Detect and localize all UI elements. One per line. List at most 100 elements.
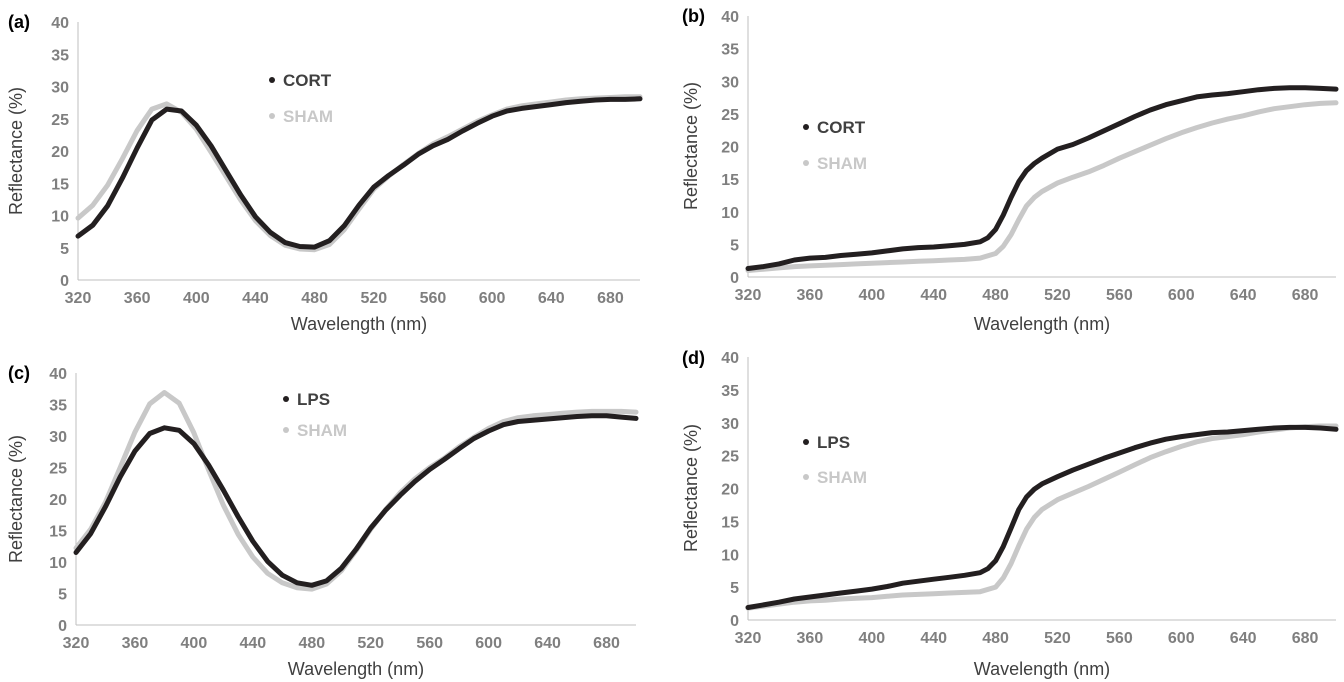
legend-marker-sham <box>269 113 275 119</box>
x-tick-label: 600 <box>1168 630 1195 647</box>
x-tick-label: 320 <box>65 290 92 307</box>
legend-marker-lps <box>283 396 289 402</box>
y-axis-title: Reflectance (%) <box>6 87 26 215</box>
series-line-sham <box>73 390 639 592</box>
y-tick-label: 0 <box>60 273 69 290</box>
y-tick-label: 10 <box>721 547 739 564</box>
y-tick-label: 5 <box>730 580 739 597</box>
x-tick-label: 440 <box>239 635 266 652</box>
y-tick-label: 30 <box>721 74 739 91</box>
y-tick-label: 15 <box>721 172 739 189</box>
y-tick-label: 5 <box>60 241 69 258</box>
y-tick-label: 20 <box>721 482 739 499</box>
x-axis-title: Wavelength (nm) <box>974 314 1110 334</box>
series-line-sham <box>75 94 643 253</box>
legend-label-cort: CORT <box>817 118 866 137</box>
x-tick-label: 560 <box>420 290 447 307</box>
x-tick-label: 320 <box>63 635 90 652</box>
panel-label: (b) <box>682 6 705 26</box>
y-tick-label: 0 <box>58 618 67 635</box>
x-tick-label: 600 <box>475 635 502 652</box>
x-tick-label: 680 <box>597 290 624 307</box>
x-tick-label: 480 <box>982 287 1009 304</box>
y-tick-label: 25 <box>51 112 69 129</box>
y-tick-label: 0 <box>730 270 739 287</box>
y-tick-label: 10 <box>721 205 739 222</box>
legend-marker-sham <box>283 427 289 433</box>
x-tick-label: 480 <box>301 290 328 307</box>
x-tick-label: 480 <box>982 630 1009 647</box>
x-tick-label: 440 <box>242 290 269 307</box>
y-tick-label: 15 <box>49 524 67 541</box>
y-tick-label: 20 <box>49 492 67 509</box>
x-tick-label: 680 <box>593 635 620 652</box>
y-tick-label: 0 <box>730 613 739 630</box>
x-tick-label: 480 <box>298 635 325 652</box>
x-axis-title: Wavelength (nm) <box>291 314 427 334</box>
y-tick-label: 15 <box>51 176 69 193</box>
panel-label: (c) <box>8 363 30 383</box>
legend-label-sham: SHAM <box>817 468 867 487</box>
y-tick-label: 5 <box>730 237 739 254</box>
x-tick-label: 440 <box>920 630 947 647</box>
panel-label: (a) <box>8 12 30 32</box>
y-tick-label: 40 <box>721 350 739 367</box>
y-tick-label: 15 <box>721 514 739 531</box>
x-tick-label: 640 <box>1230 630 1257 647</box>
y-tick-label: 40 <box>721 9 739 26</box>
x-tick-label: 640 <box>1230 287 1257 304</box>
x-tick-label: 560 <box>1106 630 1133 647</box>
chart-panel-d: (d) 0 5 10 15 20 25 30 35 40 320 360 400 440 480 520 560… <box>681 348 1339 679</box>
x-tick-label: 360 <box>122 635 149 652</box>
y-tick-label: 10 <box>49 555 67 572</box>
x-tick-label: 560 <box>1106 287 1133 304</box>
x-tick-label: 600 <box>479 290 506 307</box>
x-tick-label: 400 <box>858 287 885 304</box>
y-tick-label: 35 <box>721 42 739 59</box>
chart-panel-b: (b) 0 5 10 15 20 25 30 35 40 320 360 400 440 480 520 560… <box>681 6 1339 334</box>
series-line-lps <box>73 413 639 588</box>
x-axis-title: Wavelength (nm) <box>288 659 424 679</box>
x-tick-label: 320 <box>735 630 762 647</box>
legend-marker-sham <box>803 160 809 166</box>
legend-label-sham: SHAM <box>283 107 333 126</box>
panel-label: (d) <box>682 348 705 368</box>
series-line-lps <box>745 424 1339 610</box>
legend-label-lps: LPS <box>297 390 330 409</box>
y-tick-label: 20 <box>721 140 739 157</box>
x-tick-label: 360 <box>797 630 824 647</box>
x-axis-title: Wavelength (nm) <box>974 659 1110 679</box>
x-tick-label: 440 <box>920 287 947 304</box>
y-tick-label: 40 <box>51 15 69 32</box>
y-tick-label: 20 <box>51 144 69 161</box>
x-tick-label: 360 <box>797 287 824 304</box>
x-tick-label: 400 <box>183 290 210 307</box>
y-tick-label: 10 <box>51 209 69 226</box>
legend-label-lps: LPS <box>817 433 850 452</box>
legend-label-cort: CORT <box>283 71 332 90</box>
y-tick-label: 35 <box>51 47 69 64</box>
x-tick-label: 600 <box>1168 287 1195 304</box>
y-tick-label: 30 <box>49 429 67 446</box>
x-tick-label: 520 <box>360 290 387 307</box>
chart-panel-c: (c) 0 5 10 15 20 25 30 35 40 320 360 400 440 480 520 560… <box>6 363 639 679</box>
y-tick-label: 35 <box>721 383 739 400</box>
y-tick-label: 25 <box>721 449 739 466</box>
x-tick-label: 640 <box>538 290 565 307</box>
y-axis-title: Reflectance (%) <box>681 424 701 552</box>
y-tick-label: 25 <box>49 461 67 478</box>
series-line-cort <box>745 85 1339 271</box>
legend-label-sham: SHAM <box>297 421 347 440</box>
x-tick-label: 400 <box>858 630 885 647</box>
y-tick-label: 25 <box>721 107 739 124</box>
x-tick-label: 640 <box>534 635 561 652</box>
series-line-sham <box>745 100 1339 273</box>
legend-marker-lps <box>803 439 809 445</box>
legend-marker-cort <box>269 77 275 83</box>
y-tick-label: 30 <box>721 416 739 433</box>
x-tick-label: 520 <box>1044 287 1071 304</box>
x-tick-label: 360 <box>124 290 151 307</box>
chart-panel-a: (a) 0 5 10 15 20 25 30 35 40 320 360 400 440 480 520 560… <box>6 12 643 334</box>
x-tick-label: 520 <box>1044 630 1071 647</box>
